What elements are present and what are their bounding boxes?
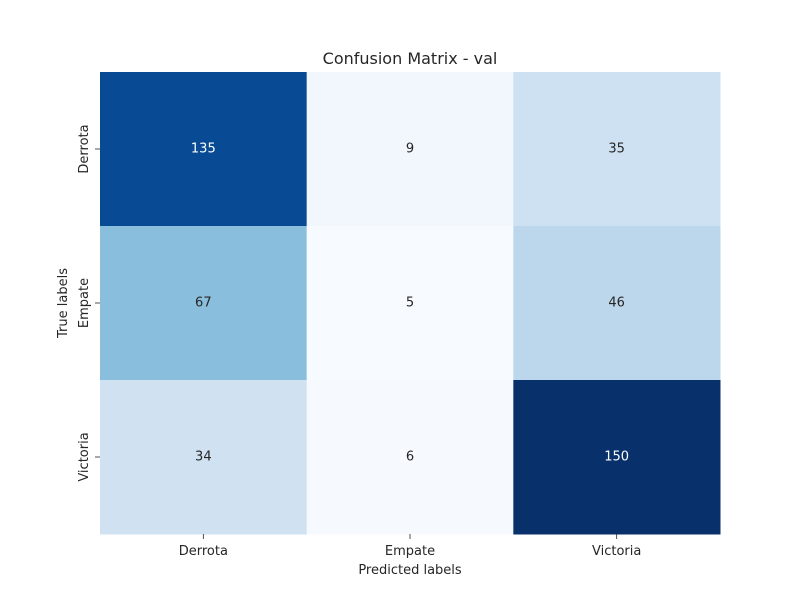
cell-value-label: 6 [406,450,414,465]
cell-value-label: 5 [406,296,414,311]
cell-value-label: 9 [406,142,414,157]
y-tick-label: Derrota [77,124,92,173]
cell-value-label: 150 [604,450,629,465]
x-axis-label: Predicted labels [358,563,462,578]
heatmap-cell [306,226,514,381]
x-tick-label: Derrota [179,544,228,559]
heatmap-cell [100,72,308,227]
y-tick-label: Victoria [77,432,92,481]
cell-value-label: 46 [608,296,625,311]
x-tick-labels: Derrota Empate Victoria [179,534,641,559]
heatmap-cell [100,380,308,535]
chart-title: Confusion Matrix - val [323,49,498,68]
cell-value-label: 34 [195,450,212,465]
heatmap-cell [306,72,514,227]
y-tick-label: Empate [77,278,92,328]
y-axis-label: True labels [56,268,71,339]
heatmap-cell [513,380,721,535]
cell-value-label: 35 [608,142,625,157]
heatmap-cell [306,380,514,535]
heatmap-cell [100,226,308,381]
heatmap-cell [513,72,721,227]
heatmap-cell [513,226,721,381]
cell-value-label: 67 [195,296,212,311]
y-tick-labels: Derrota Empate Victoria [77,124,100,482]
heatmap-cells: 135 9 35 67 5 46 34 6 150 [100,72,721,535]
cell-value-label: 135 [191,142,216,157]
x-tick-label: Victoria [592,544,641,559]
x-tick-label: Empate [385,544,435,559]
